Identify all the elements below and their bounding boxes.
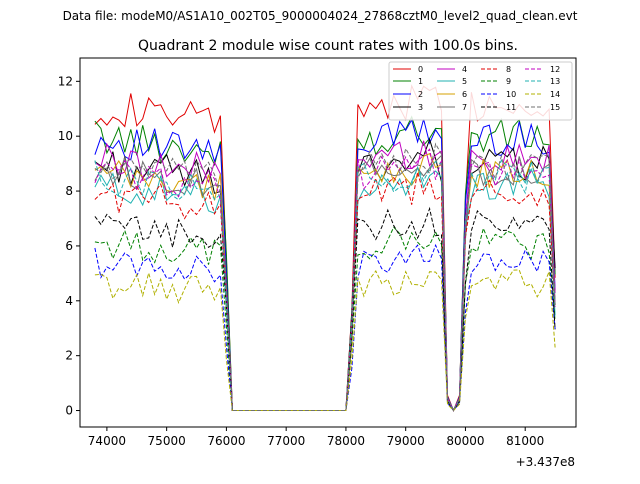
y-axis: 0 2 4 6 8 10 12 bbox=[58, 74, 80, 418]
legend-label-9: 9 bbox=[506, 77, 511, 86]
legend-label-2: 2 bbox=[418, 90, 423, 99]
y-tick-label: 12 bbox=[58, 74, 73, 88]
x-tick-label: 77000 bbox=[267, 434, 305, 448]
legend-label-8: 8 bbox=[506, 65, 511, 74]
legend-label-1: 1 bbox=[418, 77, 423, 86]
series-layer bbox=[94, 84, 556, 412]
x-tick-label: 78000 bbox=[327, 434, 365, 448]
x-tick-label: 76000 bbox=[207, 434, 245, 448]
legend-box bbox=[388, 61, 573, 121]
legend-label-5: 5 bbox=[462, 77, 467, 86]
series-line-9 bbox=[94, 226, 556, 412]
y-tick-label: 8 bbox=[65, 184, 73, 198]
y-tick-label: 10 bbox=[58, 129, 73, 143]
chart-title: Quadrant 2 module wise count rates with … bbox=[138, 38, 518, 54]
legend-label-12: 12 bbox=[550, 65, 560, 74]
x-tick-label: 80000 bbox=[446, 434, 484, 448]
legend-label-0: 0 bbox=[418, 65, 423, 74]
chart-supertitle: Data file: modeM0/AS1A10_002T05_90000040… bbox=[63, 9, 578, 23]
legend-label-11: 11 bbox=[506, 103, 516, 112]
legend-label-3: 3 bbox=[418, 103, 423, 112]
series-line-11 bbox=[94, 206, 556, 412]
legend-label-15: 15 bbox=[550, 103, 560, 112]
legend-label-7: 7 bbox=[462, 103, 467, 112]
legend-label-10: 10 bbox=[506, 90, 516, 99]
x-axis: 74000 75000 76000 77000 78000 79000 80000 81000 bbox=[88, 427, 544, 448]
legend-label-14: 14 bbox=[550, 90, 560, 99]
series-line-15 bbox=[94, 142, 556, 412]
x-offset-label: +3.437e8 bbox=[516, 455, 575, 469]
plot-frame bbox=[79, 57, 577, 428]
legend-label-6: 6 bbox=[462, 90, 467, 99]
x-tick-label: 75000 bbox=[148, 434, 186, 448]
y-tick-label: 0 bbox=[65, 404, 73, 418]
legend-label-13: 13 bbox=[550, 77, 560, 86]
y-tick-label: 6 bbox=[65, 239, 73, 253]
y-tick-label: 4 bbox=[65, 294, 73, 308]
x-tick-label: 81000 bbox=[506, 434, 544, 448]
legend-label-4: 4 bbox=[462, 65, 467, 74]
x-tick-label: 79000 bbox=[387, 434, 425, 448]
y-tick-label: 2 bbox=[65, 349, 73, 363]
series-line-10 bbox=[94, 243, 556, 412]
series-line-14 bbox=[94, 269, 556, 412]
x-tick-label: 74000 bbox=[88, 434, 126, 448]
